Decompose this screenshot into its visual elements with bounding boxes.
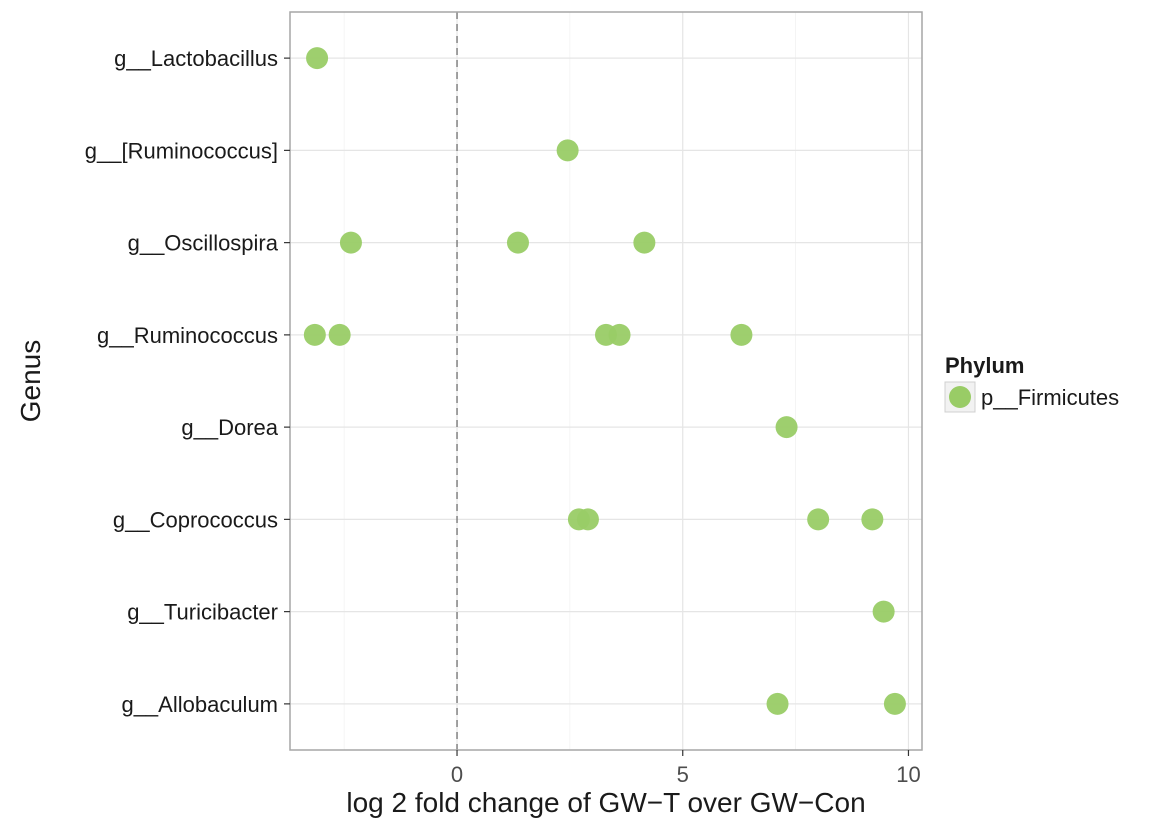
data-point	[303, 323, 326, 346]
data-point	[807, 508, 830, 531]
y-tick-label: g__Allobaculum	[121, 692, 278, 717]
x-tick-label: 5	[677, 762, 689, 787]
y-tick-label: g__Ruminococcus	[97, 323, 278, 348]
data-point	[306, 47, 329, 70]
data-point	[775, 416, 798, 439]
y-tick-label: g__Turicibacter	[127, 600, 278, 625]
legend-key-point	[949, 386, 971, 408]
x-axis: 0 5 10	[451, 750, 921, 787]
data-point	[766, 692, 789, 715]
legend-title: Phylum	[945, 353, 1024, 378]
points-layer	[303, 47, 906, 715]
y-axis: g__Lactobacillus g__[Ruminococcus] g__Osci…	[85, 46, 290, 717]
y-tick-label: g__Coprococcus	[113, 507, 278, 532]
legend-label: p__Firmicutes	[981, 385, 1119, 410]
data-point	[328, 323, 351, 346]
legend: Phylum p__Firmicutes	[944, 353, 1119, 413]
x-tick-label: 10	[896, 762, 920, 787]
data-point	[506, 231, 529, 254]
data-point	[608, 323, 631, 346]
plot-panel	[289, 11, 923, 751]
data-point	[883, 692, 906, 715]
y-tick-label: g__Dorea	[181, 415, 278, 440]
data-point	[633, 231, 656, 254]
y-axis-title: Genus	[15, 340, 46, 423]
data-point	[576, 508, 599, 531]
data-point	[730, 323, 753, 346]
panel-border	[289, 11, 923, 751]
y-tick-label: g__[Ruminococcus]	[85, 138, 278, 163]
panel-background	[290, 12, 922, 750]
data-point	[861, 508, 884, 531]
x-tick-label: 0	[451, 762, 463, 787]
y-tick-label: g__Oscillospira	[128, 231, 279, 256]
data-point	[556, 139, 579, 162]
y-tick-label: g__Lactobacillus	[114, 46, 278, 71]
legend-items: p__Firmicutes	[944, 381, 1119, 413]
x-axis-title: log 2 fold change of GW−T over GW−Con	[346, 787, 865, 818]
data-point	[339, 231, 362, 254]
data-point	[872, 600, 895, 623]
